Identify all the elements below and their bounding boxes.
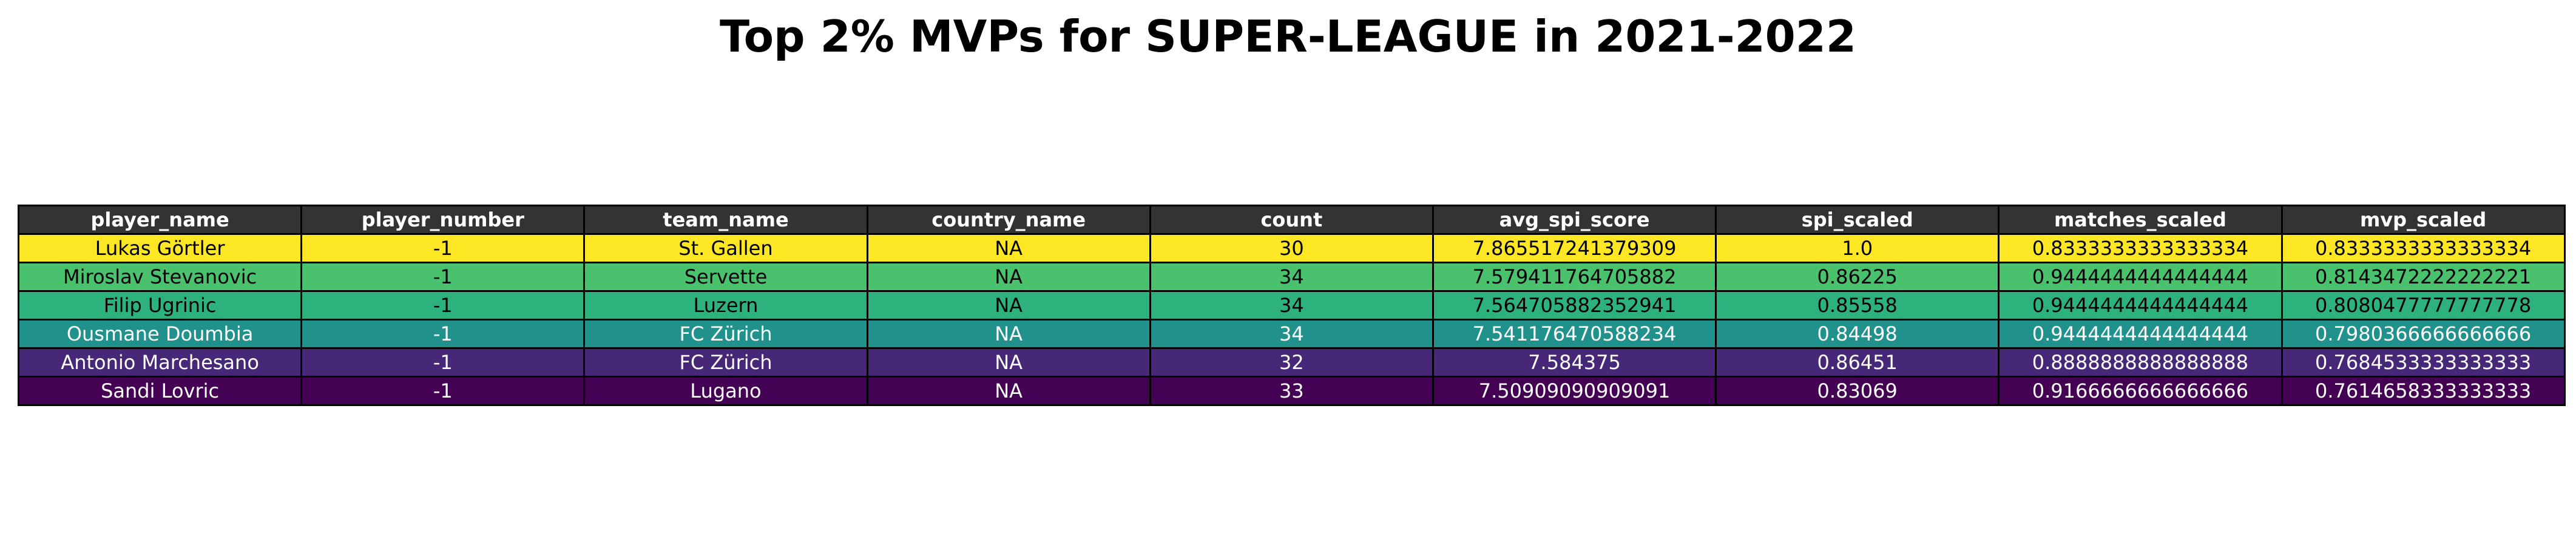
cell-team-name: FC Zürich — [583, 319, 868, 349]
table-row: Miroslav Stevanovic -1 Servette NA 34 7.57941… — [17, 262, 2566, 292]
cell-team-name: Luzern — [583, 290, 868, 320]
cell-player-name: Antonio Marchesano — [17, 347, 303, 378]
cell-spi-scaled: 0.86225 — [1715, 262, 2000, 292]
cell-count: 34 — [1149, 262, 1434, 292]
cell-player-number: -1 — [300, 347, 586, 378]
cell-country-name: NA — [866, 290, 1151, 320]
table-row: Antonio Marchesano -1 FC Zürich NA 32 7.58437… — [17, 347, 2566, 378]
table-row: Sandi Lovric -1 Lugano NA 33 7.50909090909091… — [17, 376, 2566, 406]
cell-count: 34 — [1149, 290, 1434, 320]
cell-country-name: NA — [866, 347, 1151, 378]
cell-avg-spi-score: 7.50909090909091 — [1432, 376, 1717, 406]
cell-player-number: -1 — [300, 290, 586, 320]
cell-country-name: NA — [866, 319, 1151, 349]
cell-matches-scaled: 0.9444444444444444 — [1998, 262, 2283, 292]
cell-player-name: Miroslav Stevanovic — [17, 262, 303, 292]
cell-country-name: NA — [866, 376, 1151, 406]
cell-player-number: -1 — [300, 233, 586, 263]
cell-avg-spi-score: 7.865517241379309 — [1432, 233, 1717, 263]
cell-mvp-scaled: 0.7614658333333333 — [2280, 376, 2566, 406]
table-row: Filip Ugrinic -1 Luzern NA 34 7.5647058823529… — [17, 290, 2566, 320]
cell-spi-scaled: 0.84498 — [1715, 319, 2000, 349]
table-header: player_name player_number team_name country… — [17, 205, 2566, 235]
cell-count: 34 — [1149, 319, 1434, 349]
cell-count: 30 — [1149, 233, 1434, 263]
cell-avg-spi-score: 7.564705882352941 — [1432, 290, 1717, 320]
cell-mvp-scaled: 0.7980366666666666 — [2280, 319, 2566, 349]
cell-country-name: NA — [866, 262, 1151, 292]
cell-country-name: NA — [866, 233, 1151, 263]
cell-count: 32 — [1149, 347, 1434, 378]
cell-team-name: Servette — [583, 262, 868, 292]
cell-avg-spi-score: 7.584375 — [1432, 347, 1717, 378]
header-row: player_name player_number team_name country… — [17, 205, 2566, 235]
cell-matches-scaled: 0.8888888888888888 — [1998, 347, 2283, 378]
cell-player-number: -1 — [300, 262, 586, 292]
column-header-player-name: player_name — [17, 205, 303, 235]
cell-player-name: Ousmane Doumbia — [17, 319, 303, 349]
mvp-table: player_name player_number team_name country… — [17, 205, 2566, 406]
cell-player-name: Filip Ugrinic — [17, 290, 303, 320]
cell-matches-scaled: 0.9444444444444444 — [1998, 290, 2283, 320]
cell-matches-scaled: 0.8333333333333334 — [1998, 233, 2283, 263]
cell-spi-scaled: 0.85558 — [1715, 290, 2000, 320]
cell-avg-spi-score: 7.541176470588234 — [1432, 319, 1717, 349]
cell-team-name: FC Zürich — [583, 347, 868, 378]
cell-mvp-scaled: 0.8143472222222221 — [2280, 262, 2566, 292]
column-header-team-name: team_name — [583, 205, 868, 235]
column-header-player-number: player_number — [300, 205, 586, 235]
cell-player-number: -1 — [300, 319, 586, 349]
cell-avg-spi-score: 7.579411764705882 — [1432, 262, 1717, 292]
cell-player-name: Sandi Lovric — [17, 376, 303, 406]
column-header-matches-scaled: matches_scaled — [1998, 205, 2283, 235]
cell-team-name: St. Gallen — [583, 233, 868, 263]
cell-count: 33 — [1149, 376, 1434, 406]
column-header-count: count — [1149, 205, 1434, 235]
table-body: Lukas Görtler -1 St. Gallen NA 30 7.865517241… — [17, 233, 2566, 406]
column-header-spi-scaled: spi_scaled — [1715, 205, 2000, 235]
cell-matches-scaled: 0.9444444444444444 — [1998, 319, 2283, 349]
chart-title: Top 2% MVPs for SUPER-LEAGUE in 2021-202… — [720, 11, 1856, 62]
cell-spi-scaled: 0.83069 — [1715, 376, 2000, 406]
column-header-country-name: country_name — [866, 205, 1151, 235]
cell-player-number: -1 — [300, 376, 586, 406]
table-row: Ousmane Doumbia -1 FC Zürich NA 34 7.54117647… — [17, 319, 2566, 349]
cell-mvp-scaled: 0.7684533333333333 — [2280, 347, 2566, 378]
cell-spi-scaled: 0.86451 — [1715, 347, 2000, 378]
table-row: Lukas Görtler -1 St. Gallen NA 30 7.865517241… — [17, 233, 2566, 263]
cell-matches-scaled: 0.9166666666666666 — [1998, 376, 2283, 406]
cell-team-name: Lugano — [583, 376, 868, 406]
column-header-avg-spi-score: avg_spi_score — [1432, 205, 1717, 235]
cell-player-name: Lukas Görtler — [17, 233, 303, 263]
cell-spi-scaled: 1.0 — [1715, 233, 2000, 263]
cell-mvp-scaled: 0.8333333333333334 — [2280, 233, 2566, 263]
mvp-table-container: player_name player_number team_name country… — [17, 205, 2566, 406]
column-header-mvp-scaled: mvp_scaled — [2280, 205, 2566, 235]
cell-mvp-scaled: 0.8080477777777778 — [2280, 290, 2566, 320]
